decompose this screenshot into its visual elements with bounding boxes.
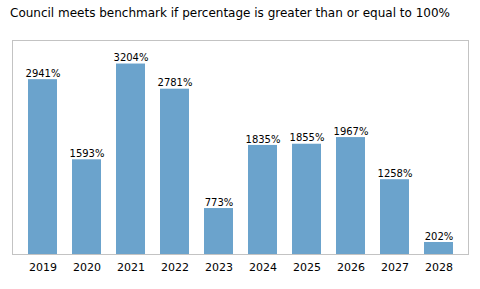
svg-text:2027: 2027 (381, 261, 409, 274)
svg-text:2022: 2022 (161, 261, 189, 274)
svg-text:1967%: 1967% (334, 126, 369, 137)
svg-text:3204%: 3204% (114, 52, 149, 63)
html-text:Council meets benchmark if per: Council meets benchmark if percentage is… (10, 6, 450, 20)
svg-text:1835%: 1835% (246, 134, 281, 145)
svg-text:2021: 2021 (117, 261, 145, 274)
svg-text:2781%: 2781% (158, 77, 193, 88)
svg-text:2028: 2028 (425, 261, 453, 274)
svg-text:773%: 773% (205, 197, 234, 208)
svg-text:2019: 2019 (29, 261, 57, 274)
svg-text:2941%: 2941% (26, 68, 61, 79)
svg-text:2023: 2023 (205, 261, 233, 274)
svg-text:1258%: 1258% (378, 168, 413, 179)
svg-text:2025: 2025 (293, 261, 321, 274)
svg-text:2026: 2026 (337, 261, 365, 274)
svg-text:202%: 202% (425, 231, 454, 242)
svg-text:1855%: 1855% (290, 132, 325, 143)
svg-text:2020: 2020 (73, 261, 101, 274)
svg-text:2024: 2024 (249, 261, 277, 274)
svg-text:1593%: 1593% (70, 148, 105, 159)
